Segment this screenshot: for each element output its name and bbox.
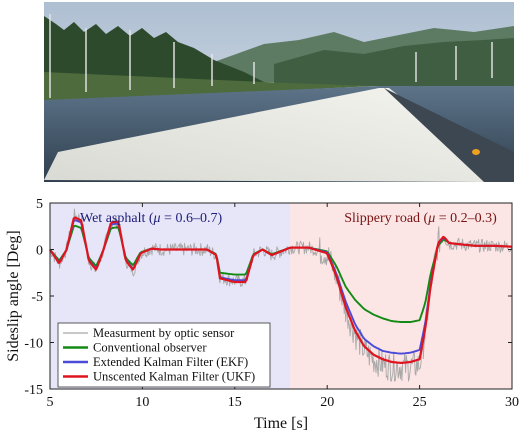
x-tick-label-3: 20 [320, 395, 334, 410]
y-tick-label-2: -5 [31, 290, 43, 305]
x-axis-title: Time [s] [254, 415, 308, 432]
x-tick-label-2: 15 [228, 395, 242, 410]
y-tick-label-4: -15 [24, 383, 43, 398]
x-tick-label-0: 5 [47, 395, 54, 410]
y-tick-label-1: 0 [36, 244, 43, 259]
legend-box [57, 322, 271, 388]
legend-label-2: Extended Kalman Filter (EKF) [93, 355, 248, 369]
region-label-0: Wet asphalt (μ = 0.6–0.7) [80, 211, 222, 226]
y-tick-label-3: -10 [24, 337, 43, 352]
axes: 5 10 15 20 25 30 5 0 -5 -10 -15 [24, 197, 519, 410]
y-axis-title: Sideslip angle [Deg] [5, 230, 22, 362]
series-line-0 [49, 208, 513, 382]
series-layer [49, 208, 513, 382]
sideslip-angle-chart: 5 10 15 20 25 30 5 0 -5 -10 -15 Wet asphalt (μ = 0… [5, 197, 519, 432]
x-tick-label-4: 25 [413, 395, 427, 410]
region-labels: Wet asphalt (μ = 0.6–0.7) Slippery road (… [80, 211, 497, 226]
legend-label-3: Unscented Kalman Filter (UKF) [93, 370, 255, 384]
legend-label-0: Measurment by optic sensor [93, 326, 235, 340]
y-tick-label-0: 5 [36, 197, 43, 212]
region-label-1: Slippery road (μ = 0.2–0.3) [344, 211, 497, 226]
test-track-photo [44, 2, 514, 182]
series-line-3 [49, 216, 512, 364]
legend-label-1: Conventional observer [93, 341, 207, 355]
x-tick-label-5: 30 [505, 395, 519, 410]
region-band-1 [290, 203, 512, 389]
x-tick-label-1: 10 [135, 395, 149, 410]
